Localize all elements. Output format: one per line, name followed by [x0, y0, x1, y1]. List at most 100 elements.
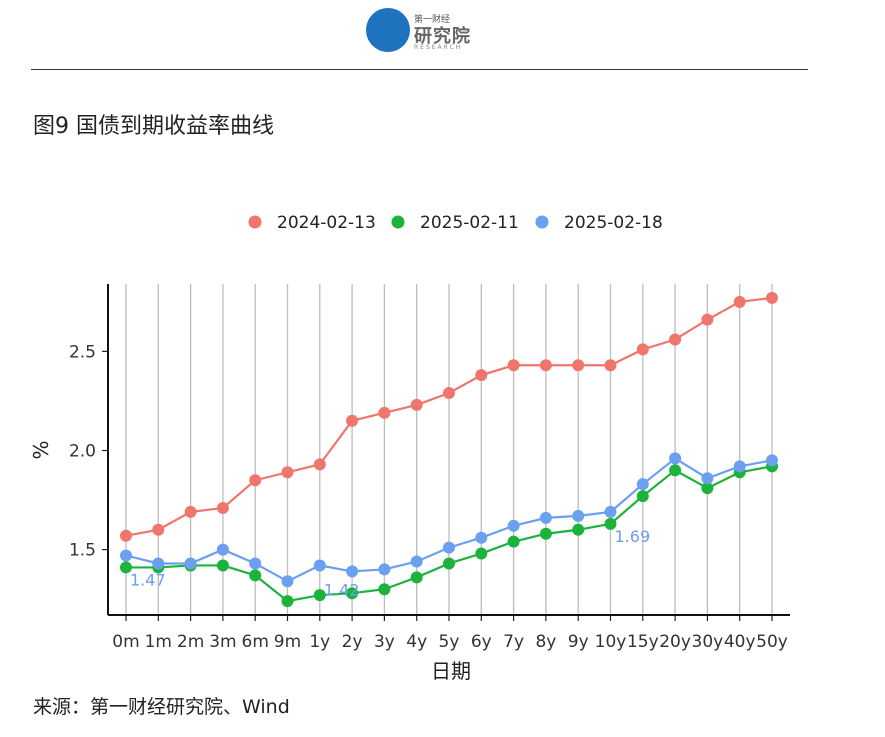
legend-marker	[535, 215, 549, 229]
data-point	[378, 406, 391, 419]
logo-text-en: RESEARCH	[414, 44, 463, 51]
data-point	[184, 557, 197, 570]
data-point	[443, 387, 455, 400]
data-point	[443, 541, 455, 554]
data-point	[410, 571, 423, 584]
data-point	[733, 295, 746, 308]
x-tick-label: 8y	[535, 632, 556, 652]
x-tick-label: 2y	[342, 632, 363, 652]
legend-marker	[248, 215, 262, 229]
data-point	[120, 549, 132, 562]
y-axis-label: %	[29, 440, 53, 459]
data-point	[410, 398, 423, 411]
data-point	[216, 559, 229, 572]
legend-marker	[391, 215, 405, 229]
data-point	[604, 359, 617, 372]
legend-label: 2024-02-13	[277, 213, 376, 233]
data-point	[152, 557, 165, 570]
chart-axes: 0m 1m 2m 3m 6m 9m 1y 2y 3y 4y 5y 6y 7y 8y 9y 10y 15y 20y 3…	[69, 284, 790, 652]
data-point	[346, 414, 359, 427]
data-point	[313, 458, 326, 471]
data-point	[636, 343, 649, 356]
data-point	[120, 561, 132, 574]
x-tick-label: 1m	[145, 632, 172, 652]
figure-title: 图9 国债到期收益率曲线	[33, 114, 274, 139]
x-tick-label: 10y	[595, 632, 627, 652]
data-point	[539, 527, 552, 540]
data-point	[281, 595, 294, 608]
data-point	[539, 359, 552, 372]
x-tick-label: 50y	[756, 632, 788, 652]
data-point	[410, 555, 423, 568]
x-tick-label: 6y	[471, 632, 492, 652]
chart-legend: 2024-02-13 2025-02-11 2025-02-18	[248, 213, 663, 233]
logo-emblem-icon	[366, 8, 410, 52]
x-tick-label: 20y	[659, 632, 691, 652]
x-tick-label: 6m	[242, 632, 269, 652]
data-point	[249, 557, 262, 570]
data-point	[604, 517, 617, 530]
data-point	[475, 547, 488, 560]
data-point	[701, 313, 714, 326]
data-point	[766, 291, 778, 304]
data-point	[572, 509, 585, 522]
x-tick-label: 3m	[209, 632, 236, 652]
data-point	[216, 501, 229, 514]
y-tick-label: 2.0	[69, 441, 96, 461]
data-point	[475, 531, 488, 544]
data-point	[249, 474, 262, 487]
x-tick-label: 5y	[439, 632, 460, 652]
data-point	[281, 575, 294, 588]
data-point	[216, 543, 229, 556]
x-tick-label: 1y	[309, 632, 330, 652]
data-point	[249, 569, 262, 582]
data-point	[313, 589, 326, 602]
x-tick-label: 3y	[374, 632, 395, 652]
y-tick-label: 1.5	[69, 541, 96, 561]
data-point	[636, 490, 649, 503]
data-point	[475, 369, 488, 382]
data-point	[701, 482, 714, 495]
data-point	[346, 565, 359, 578]
x-tick-label: 0m	[112, 632, 139, 652]
data-point	[313, 559, 326, 572]
x-tick-label: 7y	[503, 632, 524, 652]
data-point	[120, 529, 132, 542]
data-point	[507, 519, 520, 532]
data-point	[701, 472, 714, 485]
x-tick-label: 9y	[568, 632, 589, 652]
x-tick-label: 9m	[274, 632, 301, 652]
logo-text-top: 第一财经	[414, 15, 451, 25]
data-point	[604, 505, 617, 518]
data-point	[281, 466, 294, 479]
data-point	[539, 511, 552, 524]
x-tick-label: 30y	[692, 632, 724, 652]
chart-annotations: 1.47 1.42 1.69	[130, 527, 650, 600]
data-label: 1.69	[615, 527, 651, 546]
data-point	[378, 583, 391, 596]
x-tick-label: 40y	[724, 632, 756, 652]
data-point	[636, 478, 649, 491]
data-point	[184, 505, 197, 518]
data-point	[507, 359, 520, 372]
data-point	[443, 557, 455, 570]
logo: 第一财经 研究院 RESEARCH	[366, 8, 486, 54]
data-point	[733, 460, 746, 473]
data-point	[669, 464, 682, 477]
data-point	[669, 333, 682, 346]
data-point	[766, 454, 778, 467]
data-point	[572, 523, 585, 536]
chart-series	[120, 291, 778, 608]
legend-label: 2025-02-11	[420, 213, 519, 233]
header-divider	[31, 69, 808, 70]
data-point	[346, 587, 359, 600]
x-tick-label: 4y	[406, 632, 427, 652]
x-axis-label: 日期	[431, 659, 471, 683]
data-label: 1.47	[130, 571, 166, 590]
data-point	[152, 523, 165, 536]
data-label: 1.42	[324, 580, 360, 599]
x-tick-label: 15y	[627, 632, 659, 652]
data-point	[378, 563, 391, 576]
x-tick-label: 2m	[177, 632, 204, 652]
